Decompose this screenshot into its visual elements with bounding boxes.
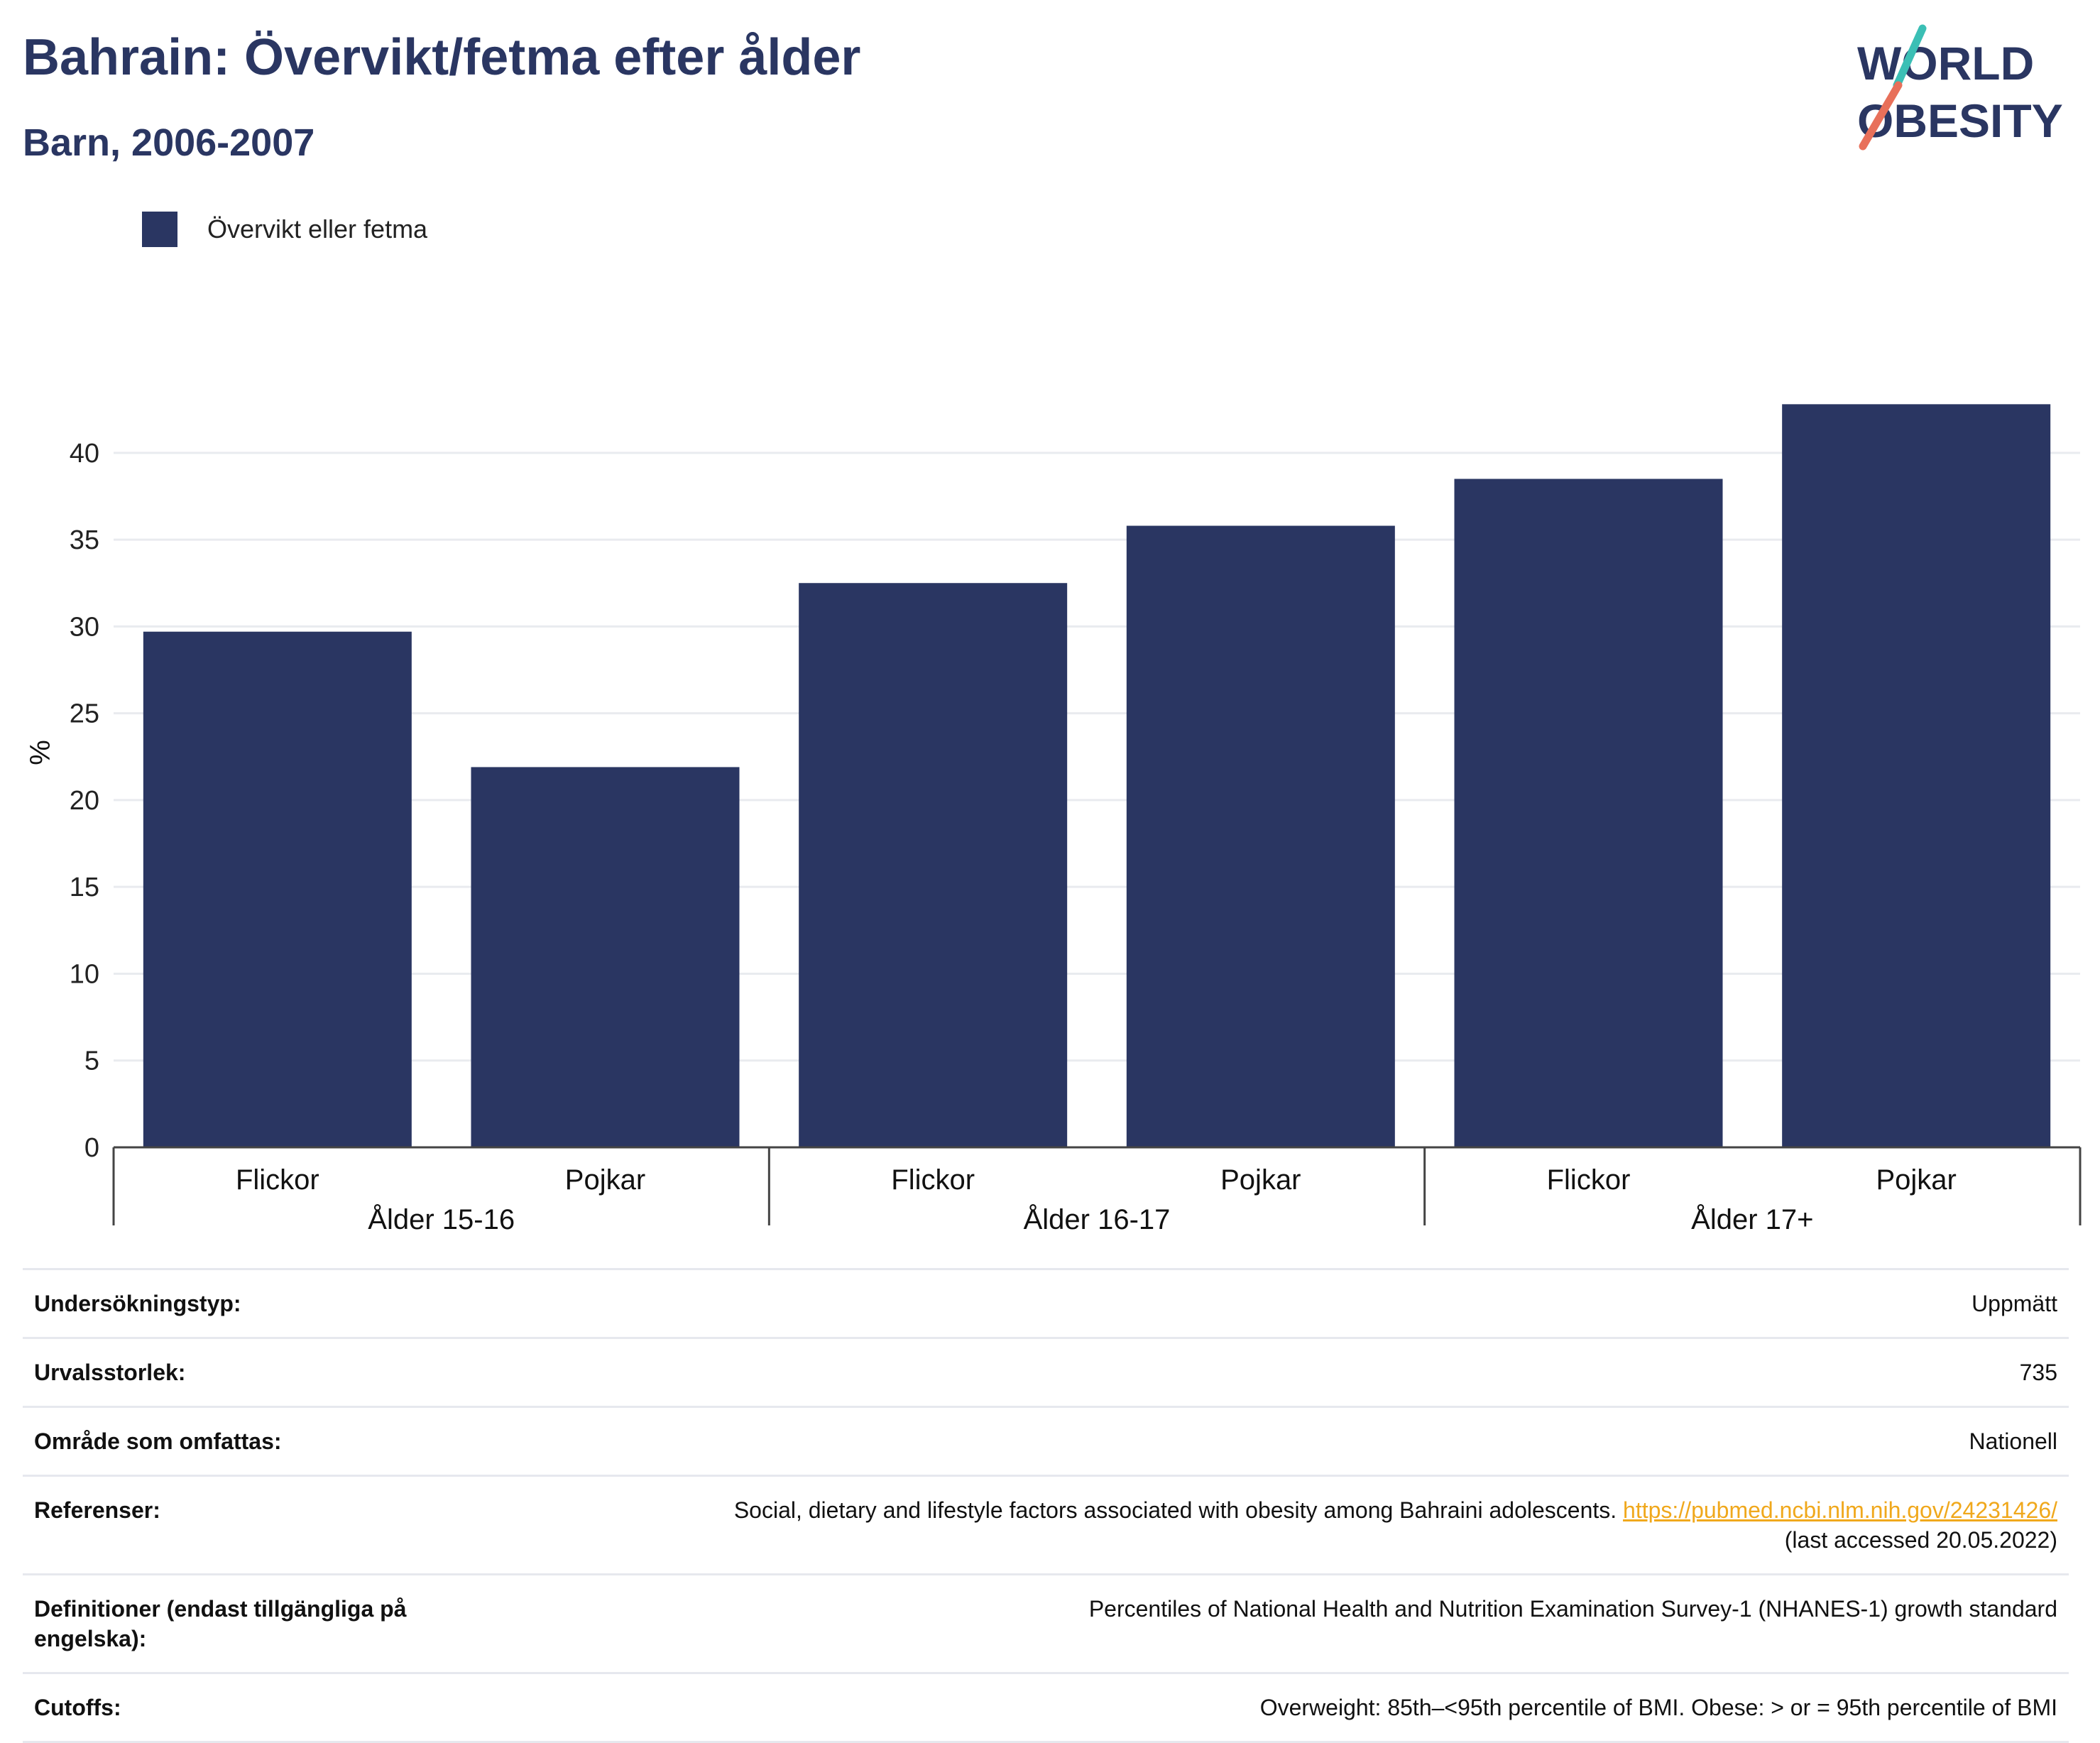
- reference-text: Social, dietary and lifestyle factors as…: [733, 1497, 1617, 1523]
- legend-label: Övervikt eller fetma: [207, 214, 428, 244]
- info-value: Overweight: 85th–<95th percentile of BMI…: [1259, 1695, 2057, 1720]
- x-tick-label: Pojkar: [1220, 1164, 1301, 1196]
- bar: [1454, 479, 1723, 1147]
- reference-link[interactable]: https://pubmed.ncbi.nlm.nih.gov/24231426…: [1623, 1497, 2057, 1523]
- y-tick-label: 15: [70, 873, 99, 902]
- info-label: Område som omfattas:: [34, 1428, 282, 1454]
- x-tick-label: Pojkar: [1876, 1164, 1956, 1196]
- axes: 0 5 10 15 20 25 30 35 40 Flickor Pojkar Ålder 15-16…: [70, 439, 2082, 1235]
- info-label: Undersökningstyp:: [34, 1291, 241, 1316]
- bar: [1782, 404, 2051, 1147]
- group-label: Ålder 15-16: [368, 1203, 515, 1235]
- info-label: Referenser:: [34, 1497, 160, 1523]
- chart-legend: Övervikt eller fetma: [142, 211, 427, 248]
- info-value: Social, dietary and lifestyle factors as…: [734, 1495, 2057, 1555]
- info-row-references: Referenser: Social, dietary and lifestyl…: [23, 1475, 2069, 1573]
- bar: [1126, 525, 1395, 1147]
- info-row-sample-size: Urvalsstorlek: 735: [23, 1337, 2069, 1406]
- info-value: Percentiles of National Health and Nutri…: [1088, 1596, 2057, 1622]
- info-row-definitions: Definitioner (endast tillgängliga på eng…: [23, 1573, 2069, 1672]
- bar: [799, 583, 1068, 1147]
- x-tick-label: Pojkar: [565, 1164, 645, 1196]
- info-table: Undersökningstyp: Uppmätt Urvalsstorlek:…: [23, 1268, 2069, 1743]
- y-tick-label: 10: [70, 959, 99, 989]
- bar: [143, 631, 412, 1147]
- y-tick-label: 35: [70, 525, 99, 555]
- page-subtitle: Barn, 2006-2007: [23, 121, 315, 164]
- info-value: 735: [2019, 1360, 2057, 1385]
- y-tick-label: 5: [84, 1047, 99, 1076]
- y-axis-label: %: [25, 740, 56, 765]
- x-tick-label: Flickor: [1547, 1164, 1631, 1196]
- page-title: Bahrain: Övervikt/fetma efter ålder: [23, 29, 861, 86]
- bar: [471, 767, 740, 1147]
- info-label: Cutoffs:: [34, 1695, 121, 1720]
- legend-swatch: [142, 212, 177, 247]
- bars: [143, 404, 2051, 1147]
- x-tick-label: Flickor: [891, 1164, 975, 1196]
- grid-lines: [114, 452, 2080, 1062]
- group-label: Ålder 16-17: [1024, 1203, 1171, 1235]
- group-label: Ålder 17+: [1691, 1203, 1813, 1235]
- world-obesity-logo: WORLD OBESITY: [1857, 24, 2063, 151]
- info-value: Nationell: [1969, 1428, 2057, 1454]
- info-row-survey-type: Undersökningstyp: Uppmätt: [23, 1268, 2069, 1337]
- y-tick-label: 30: [70, 612, 99, 642]
- y-tick-label: 40: [70, 439, 99, 469]
- info-row-coverage: Område som omfattas: Nationell: [23, 1406, 2069, 1475]
- info-label: Urvalsstorlek:: [34, 1360, 186, 1385]
- y-tick-label: 25: [70, 699, 99, 729]
- y-tick-label: 0: [84, 1133, 99, 1163]
- bar-chart: 0 5 10 15 20 25 30 35 40 Flickor Pojkar Ålder 15-16…: [25, 404, 2082, 1235]
- info-label: Definitioner (endast tillgängliga på eng…: [34, 1596, 407, 1651]
- reference-accessed: (last accessed 20.05.2022): [1784, 1527, 2057, 1553]
- x-tick-label: Flickor: [236, 1164, 319, 1196]
- info-value: Uppmätt: [1972, 1291, 2057, 1316]
- info-row-cutoffs: Cutoffs: Overweight: 85th–<95th percenti…: [23, 1672, 2069, 1743]
- y-tick-label: 20: [70, 786, 99, 816]
- svg-text:WORLD: WORLD: [1857, 37, 2034, 89]
